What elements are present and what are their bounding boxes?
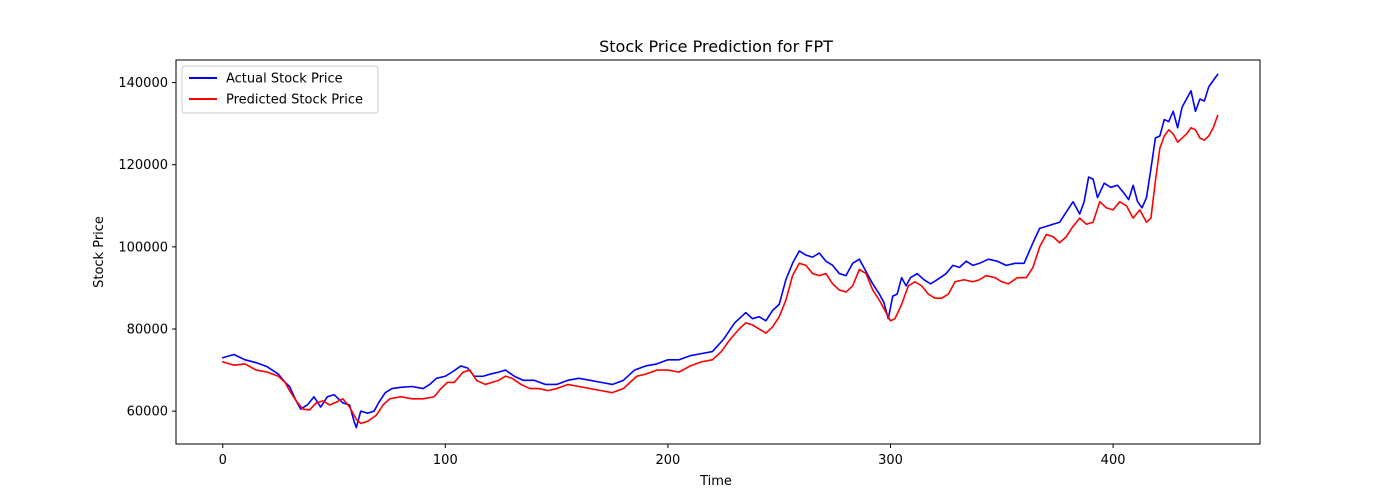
y-tick-label: 80000 (127, 323, 168, 338)
x-tick-label: 400 (1101, 453, 1126, 468)
y-tick-label: 120000 (118, 158, 168, 173)
legend-label: Actual Stock Price (226, 72, 343, 87)
legend-box (181, 65, 379, 114)
series-line-actual (221, 73, 1219, 429)
axis-ticks: 0 100 200 300 400 60000 80000 100000 120000 14000… (118, 76, 1125, 468)
x-tick-label: 200 (656, 453, 681, 468)
x-tick-label: 300 (878, 453, 903, 468)
chart-title: Stock Price Prediction for FPT (599, 37, 833, 56)
x-axis-label: Time (699, 474, 732, 489)
plot-frame (175, 59, 1261, 445)
y-axis-label: Stock Price (92, 216, 107, 288)
series-line-predicted (221, 114, 1219, 425)
x-tick-label: 0 (219, 453, 227, 468)
legend: Actual Stock Price Predicted Stock Price (181, 65, 379, 114)
y-tick-label: 60000 (127, 405, 168, 420)
y-tick-label: 100000 (118, 240, 168, 255)
legend-label: Predicted Stock Price (226, 93, 363, 108)
y-tick-label: 140000 (118, 76, 168, 91)
x-tick-label: 100 (433, 453, 458, 468)
